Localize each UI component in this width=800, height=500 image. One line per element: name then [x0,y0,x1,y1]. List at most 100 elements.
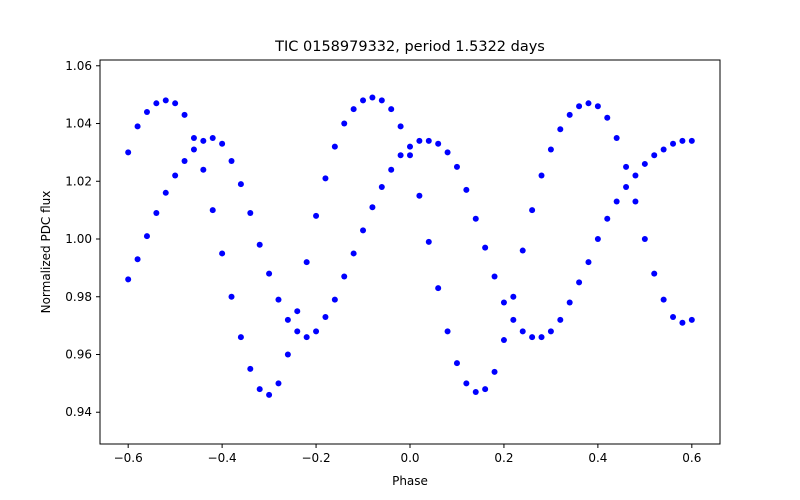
data-point-s0-19 [303,334,310,341]
data-point-s1-15 [266,391,273,398]
data-point-s1-42 [519,247,526,254]
data-point-s0-8 [200,137,207,144]
data-point-s0-59 [679,137,686,144]
data-point-s1-57 [660,296,667,303]
data-point-s1-35 [453,360,460,367]
data-point-s1-0 [125,149,132,156]
data-point-s0-34 [444,149,451,156]
data-point-s1-14 [256,386,263,393]
x-tick-label: −0.6 [114,451,143,465]
data-point-s1-40 [500,337,507,344]
data-point-s1-13 [247,365,254,372]
y-tick-label: 0.98 [65,290,92,304]
x-tick-label: 0.4 [588,451,607,465]
data-point-s0-17 [284,316,291,323]
data-point-s1-47 [566,111,573,118]
data-point-s1-8 [200,166,207,173]
data-point-s0-26 [369,204,376,211]
data-point-s0-15 [266,270,273,277]
data-point-s0-47 [566,299,573,306]
chart-title: TIC 0158979332, period 1.5322 days [274,39,545,55]
data-point-s1-21 [322,175,329,182]
data-point-s0-52 [613,198,620,205]
data-point-s1-30 [407,152,413,159]
y-tick-label: 0.94 [65,405,92,419]
data-point-s0-30 [407,143,413,150]
data-point-s0-51 [604,215,611,222]
x-tick-label: 0.2 [494,451,513,465]
data-point-s0-53 [623,184,630,191]
data-point-s1-9 [209,207,216,214]
x-tick-label: −0.2 [301,451,330,465]
y-tick-label: 1.04 [65,117,92,131]
data-point-s0-13 [247,210,254,217]
data-point-s0-7 [190,146,197,153]
data-point-s0-10 [219,140,226,147]
data-point-s0-50 [594,236,601,243]
data-point-s1-45 [547,146,554,153]
y-tick-label: 0.96 [65,347,92,361]
data-point-s0-44 [538,334,545,341]
data-point-s1-16 [275,380,282,387]
data-point-s1-12 [237,334,244,341]
data-point-s0-33 [435,140,442,147]
data-point-s1-27 [378,97,385,104]
data-point-s0-18 [294,328,301,335]
data-point-s0-45 [547,328,554,335]
data-point-s1-20 [313,212,320,219]
data-point-s0-37 [472,215,479,222]
data-point-s1-46 [557,126,564,133]
data-point-s1-53 [623,163,630,170]
data-point-s0-2 [143,233,150,240]
data-point-s1-3 [153,100,160,107]
data-point-s0-12 [237,181,244,188]
data-point-s0-55 [641,160,648,167]
data-point-s1-41 [510,293,517,300]
data-point-s1-60 [688,316,695,323]
data-point-s0-11 [228,158,235,165]
data-point-s1-55 [641,236,648,243]
data-point-s1-37 [472,389,479,396]
data-point-s0-25 [360,227,367,234]
x-axis-label: Phase [392,474,428,488]
data-point-s0-1 [134,256,141,263]
data-point-s1-11 [228,293,235,300]
x-tick-label: 0.6 [682,451,701,465]
data-point-s0-41 [510,316,517,323]
y-tick-label: 1.06 [65,59,92,73]
data-point-s1-31 [416,192,423,199]
data-point-s0-43 [529,334,536,341]
data-point-s1-26 [369,94,376,101]
data-point-s0-31 [416,137,423,144]
y-axis-label: Normalized PDC flux [39,191,53,314]
data-point-s1-1 [134,123,141,130]
x-tick-label: −0.4 [208,451,237,465]
data-point-s1-56 [651,270,658,277]
data-point-s1-34 [444,328,451,335]
data-point-s1-6 [181,111,188,118]
y-tick-label: 1.02 [65,174,92,188]
data-point-s1-50 [594,103,601,110]
data-point-s1-24 [350,106,357,113]
data-point-s0-57 [660,146,667,153]
data-point-s1-58 [670,313,677,320]
data-point-s0-6 [181,158,188,165]
data-point-s1-25 [360,97,367,104]
data-point-s0-20 [313,328,320,335]
data-point-s0-28 [388,166,395,173]
data-point-s0-32 [425,137,432,144]
data-point-s1-22 [331,143,338,150]
data-point-s1-5 [172,100,179,107]
data-point-s0-56 [651,152,658,159]
data-point-s1-32 [425,238,432,245]
data-point-s1-23 [341,120,348,127]
data-point-s0-38 [482,244,489,251]
data-point-s1-38 [482,386,489,393]
data-point-s0-3 [153,210,160,217]
data-point-s1-2 [143,108,150,115]
data-point-s0-4 [162,189,169,196]
data-point-s0-23 [341,273,348,280]
data-point-s1-17 [284,351,291,358]
